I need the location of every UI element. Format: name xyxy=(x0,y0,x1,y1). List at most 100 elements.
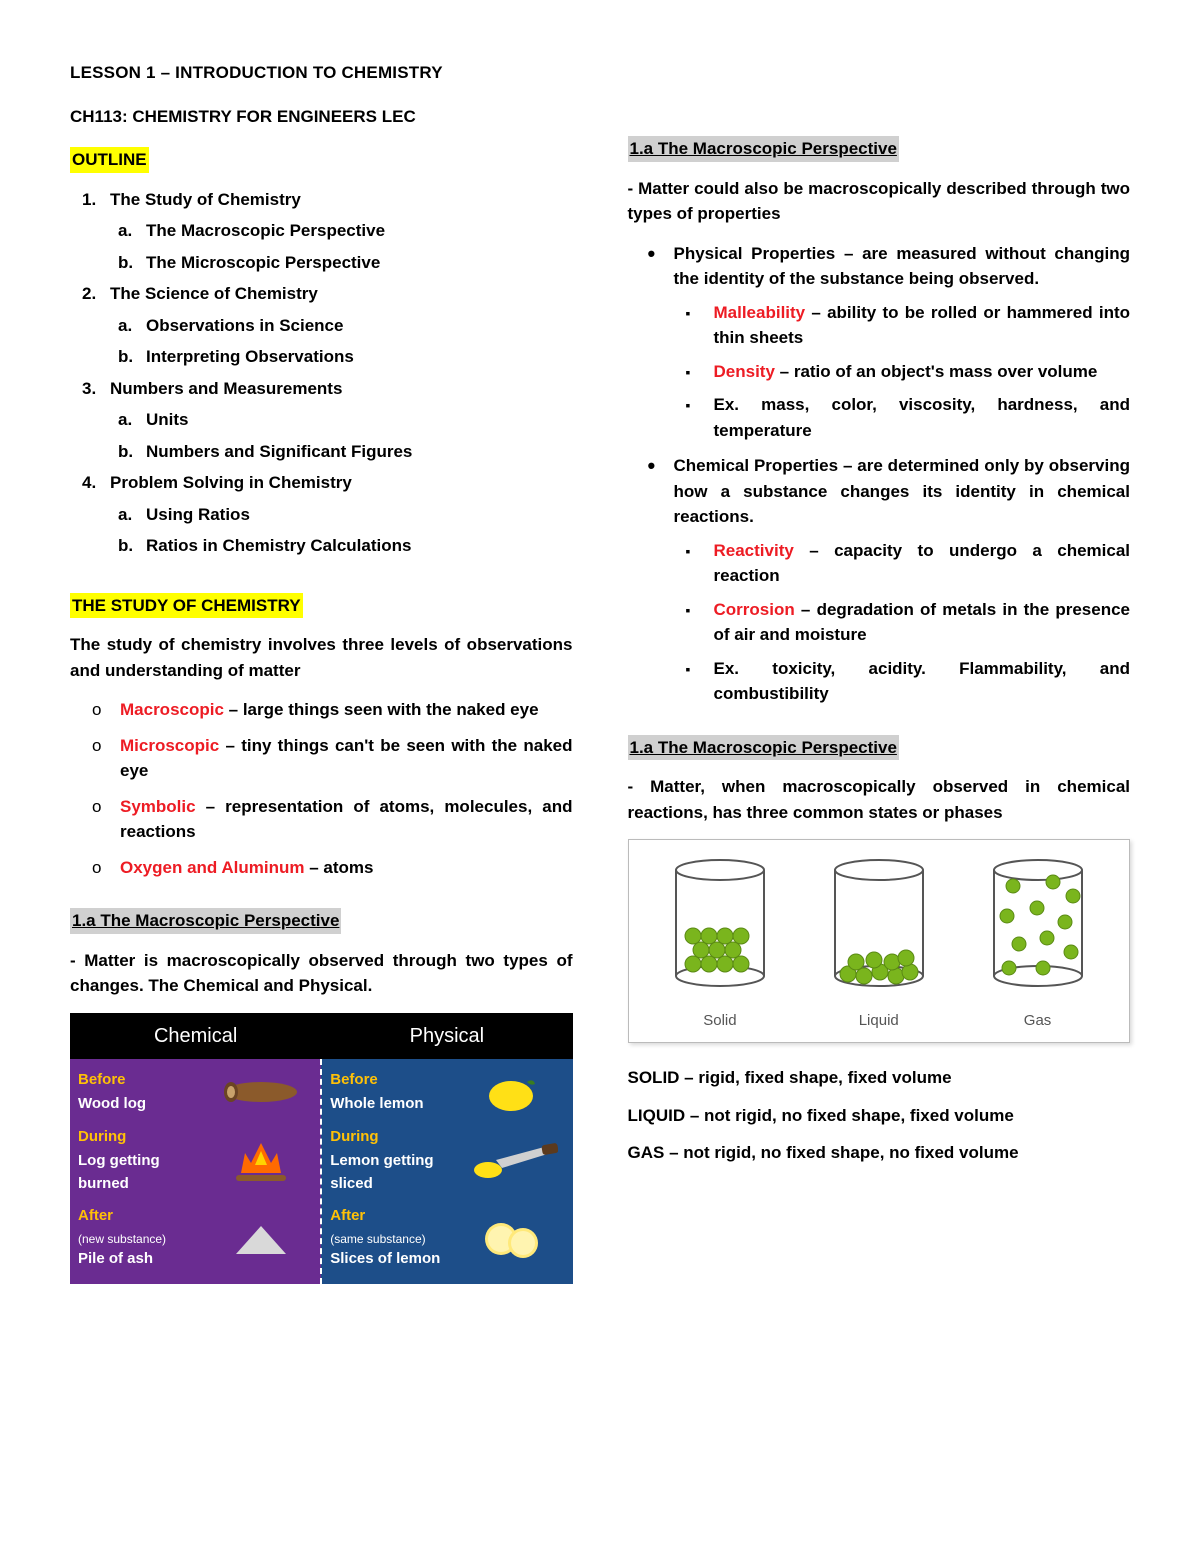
prop-item: Reactivity – capacity to undergo a chemi… xyxy=(714,538,1131,589)
phase-sub: Pile of ash xyxy=(78,1248,198,1271)
solid-line: SOLID – rigid, fixed shape, fixed volume xyxy=(628,1065,1131,1091)
physical-properties: Physical Properties – are measured witho… xyxy=(674,241,1131,444)
phase-label: After xyxy=(78,1205,198,1228)
phase-label: Before xyxy=(78,1069,198,1092)
term: Macroscopic xyxy=(120,700,224,719)
outline-subitem: Interpreting Observations xyxy=(146,344,573,370)
outline-list: The Study of Chemistry The Macroscopic P… xyxy=(70,187,573,559)
outline-sublist: The Macroscopic Perspective The Microsco… xyxy=(110,218,573,275)
macro2-intro: - Matter could also be macroscopically d… xyxy=(628,176,1131,227)
gas-label: Gas xyxy=(973,1010,1103,1033)
outline-item: Problem Solving in Chemistry Using Ratio… xyxy=(110,470,573,559)
outline-item: The Study of Chemistry The Macroscopic P… xyxy=(110,187,573,276)
prop-item: Density – ratio of an object's mass over… xyxy=(714,359,1131,385)
fire-icon xyxy=(210,1135,312,1185)
gas-beaker: Gas xyxy=(973,856,1103,1032)
study-item: Oxygen and Aluminum – atoms xyxy=(120,855,573,881)
properties-list: Physical Properties – are measured witho… xyxy=(628,241,1131,707)
macro2-heading: 1.a The Macroscopic Perspective xyxy=(628,136,1131,162)
macro3-heading-label: 1.a The Macroscopic Perspective xyxy=(628,735,899,761)
macro1-heading-label: 1.a The Macroscopic Perspective xyxy=(70,908,341,934)
term-desc: – ratio of an object's mass over volume xyxy=(775,362,1097,381)
outline-subitem: Ratios in Chemistry Calculations xyxy=(146,533,573,559)
prop-item: Corrosion – degradation of metals in the… xyxy=(714,597,1131,648)
term: Corrosion xyxy=(714,600,795,619)
phase-note: (new substance) xyxy=(78,1230,198,1248)
outline-subitem: Observations in Science xyxy=(146,313,573,339)
outline-title: The Study of Chemistry xyxy=(110,190,301,209)
state-desc: – not rigid, no fixed shape, fixed volum… xyxy=(685,1106,1014,1125)
physical-header: Physical xyxy=(321,1013,572,1059)
state-desc: – rigid, fixed shape, fixed volume xyxy=(679,1068,951,1087)
phase-sub: Whole lemon xyxy=(330,1093,450,1116)
outline-subitem: Numbers and Significant Figures xyxy=(146,439,573,465)
lemon-slices-icon xyxy=(462,1217,564,1259)
phase-sub: Log getting burned xyxy=(78,1150,198,1195)
study-intro: The study of chemistry involves three le… xyxy=(70,632,573,683)
prop-item: Ex. toxicity, acidity. Flammability, and… xyxy=(714,656,1131,707)
states-diagram: Solid Liquid xyxy=(628,839,1131,1043)
term: Microscopic xyxy=(120,736,219,755)
course-code: CH113: CHEMISTRY FOR ENGINEERS LEC xyxy=(70,104,573,130)
macro3-heading: 1.a The Macroscopic Perspective xyxy=(628,735,1131,761)
solid-label: Solid xyxy=(655,1010,785,1033)
state-desc: – not rigid, no fixed shape, no fixed vo… xyxy=(664,1143,1018,1162)
gas-line: GAS – not rigid, no fixed shape, no fixe… xyxy=(628,1140,1131,1166)
phase-label: During xyxy=(330,1126,450,1149)
outline-sublist: Using Ratios Ratios in Chemistry Calcula… xyxy=(110,502,573,559)
phase-sub: Slices of lemon xyxy=(330,1248,450,1271)
wood-log-icon xyxy=(210,1075,312,1109)
term: Reactivity xyxy=(714,541,794,560)
term-desc: – large things seen with the naked eye xyxy=(224,700,539,719)
macro3-intro: - Matter, when macroscopically observed … xyxy=(628,774,1131,825)
outline-sublist: Observations in Science Interpreting Obs… xyxy=(110,313,573,370)
prop-item: Malleability – ability to be rolled or h… xyxy=(714,300,1131,351)
phase-sub: Wood log xyxy=(78,1093,198,1116)
state-term: GAS xyxy=(628,1143,665,1162)
term-desc: – atoms xyxy=(305,858,374,877)
phase-sub: Lemon getting sliced xyxy=(330,1150,450,1195)
liquid-label: Liquid xyxy=(814,1010,944,1033)
lesson-title: LESSON 1 – INTRODUCTION TO CHEMISTRY xyxy=(70,60,573,86)
prop-title: Chemical Properties xyxy=(674,456,839,475)
outline-subitem: Using Ratios xyxy=(146,502,573,528)
phase-label: After xyxy=(330,1205,450,1228)
chemical-items: Reactivity – capacity to undergo a chemi… xyxy=(674,538,1131,707)
chemical-cell: Before Wood log During Log getting burne… xyxy=(70,1059,321,1285)
outline-title: Numbers and Measurements xyxy=(110,379,342,398)
lemon-icon xyxy=(462,1070,564,1114)
outline-subitem: The Microscopic Perspective xyxy=(146,250,573,276)
solid-beaker: Solid xyxy=(655,856,785,1032)
phase-label: During xyxy=(78,1126,198,1149)
state-term: LIQUID xyxy=(628,1106,686,1125)
macro1-heading: 1.a The Macroscopic Perspective xyxy=(70,908,573,934)
knife-icon xyxy=(462,1140,564,1180)
study-item: Macroscopic – large things seen with the… xyxy=(120,697,573,723)
term: Density xyxy=(714,362,775,381)
page-root: LESSON 1 – INTRODUCTION TO CHEMISTRY CH1… xyxy=(70,60,1130,1284)
chemical-properties: Chemical Properties – are determined onl… xyxy=(674,453,1131,707)
study-heading-label: THE STUDY OF CHEMISTRY xyxy=(70,593,303,619)
chemical-header: Chemical xyxy=(70,1013,321,1059)
outline-item: Numbers and Measurements Units Numbers a… xyxy=(110,376,573,465)
prop-title: Physical Properties xyxy=(674,244,836,263)
liquid-line: LIQUID – not rigid, no fixed shape, fixe… xyxy=(628,1103,1131,1129)
state-term: SOLID xyxy=(628,1068,680,1087)
physical-items: Malleability – ability to be rolled or h… xyxy=(674,300,1131,444)
study-item: Microscopic – tiny things can't be seen … xyxy=(120,733,573,784)
macro1-text: - Matter is macroscopically observed thr… xyxy=(70,948,573,999)
study-heading: THE STUDY OF CHEMISTRY xyxy=(70,593,573,619)
left-column: LESSON 1 – INTRODUCTION TO CHEMISTRY CH1… xyxy=(70,60,573,1284)
prop-item: Ex. mass, color, viscosity, hardness, an… xyxy=(714,392,1131,443)
outline-item: The Science of Chemistry Observations in… xyxy=(110,281,573,370)
term: Symbolic xyxy=(120,797,196,816)
chem-phys-table: Chemical Physical Before Wood log xyxy=(70,1013,573,1285)
outline-title: Problem Solving in Chemistry xyxy=(110,473,352,492)
right-column: 1.a The Macroscopic Perspective - Matter… xyxy=(628,60,1131,1284)
outline-subitem: The Macroscopic Perspective xyxy=(146,218,573,244)
outline-heading: OUTLINE xyxy=(70,147,573,173)
outline-title: The Science of Chemistry xyxy=(110,284,318,303)
ash-icon xyxy=(210,1218,312,1258)
macro2-heading-label: 1.a The Macroscopic Perspective xyxy=(628,136,899,162)
term: Oxygen and Aluminum xyxy=(120,858,305,877)
